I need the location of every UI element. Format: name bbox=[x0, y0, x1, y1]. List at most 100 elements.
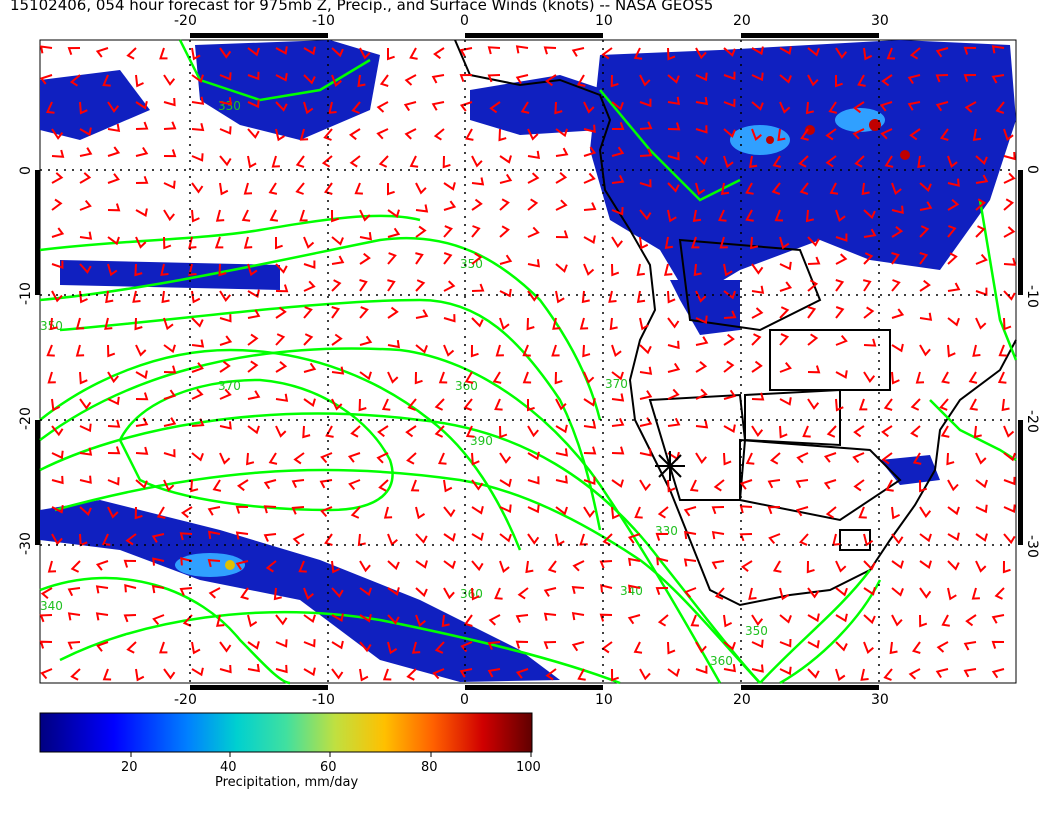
wind-barb bbox=[751, 263, 764, 275]
wind-barb bbox=[218, 263, 227, 277]
wind-barb bbox=[891, 533, 904, 545]
wind-barb bbox=[908, 668, 921, 680]
wind-barb bbox=[863, 533, 874, 547]
wind-barb bbox=[382, 668, 392, 681]
wind-barb bbox=[639, 317, 649, 331]
wind-barb bbox=[863, 338, 877, 347]
wind-barb bbox=[611, 417, 625, 427]
wind-barb bbox=[885, 479, 894, 492]
wind-barb bbox=[303, 362, 317, 373]
wind-barb bbox=[247, 99, 260, 109]
wind-barb bbox=[163, 74, 176, 86]
wind-barb bbox=[991, 668, 1005, 679]
wind-barb bbox=[751, 72, 764, 82]
wind-barb bbox=[303, 639, 316, 648]
wind-barb bbox=[515, 614, 529, 624]
wind-barb bbox=[807, 640, 820, 649]
wind-barb bbox=[751, 307, 764, 319]
wind-barb bbox=[247, 263, 258, 277]
wind-barb bbox=[779, 333, 790, 346]
wind-barb bbox=[667, 340, 680, 350]
wind-barb bbox=[527, 150, 541, 160]
wind-barb bbox=[639, 344, 652, 355]
wind-barb bbox=[975, 479, 988, 489]
wind-barb bbox=[975, 253, 988, 265]
wind-barb bbox=[883, 398, 893, 411]
wind-barb bbox=[465, 425, 475, 438]
wind-barb bbox=[471, 532, 484, 542]
wind-barb bbox=[611, 174, 625, 184]
wind-barb bbox=[443, 533, 456, 542]
wind-barb bbox=[975, 452, 987, 465]
wind-barb bbox=[434, 425, 445, 438]
wind-barb bbox=[125, 533, 137, 546]
wind-barb bbox=[751, 639, 764, 649]
wind-barb bbox=[381, 398, 391, 411]
wind-barb bbox=[387, 587, 400, 596]
wind-barb bbox=[1003, 476, 1016, 486]
wind-barb bbox=[303, 101, 314, 115]
wind-barb bbox=[331, 587, 344, 598]
wind-barb bbox=[191, 418, 205, 427]
wind-barb bbox=[387, 209, 400, 219]
wind-barb bbox=[891, 560, 904, 570]
wind-barb bbox=[275, 73, 288, 82]
wind-barb bbox=[975, 198, 987, 211]
wind-barb bbox=[107, 344, 116, 358]
wind-barb bbox=[554, 371, 563, 385]
wind-barb bbox=[947, 252, 958, 265]
wind-barb bbox=[107, 101, 120, 113]
wind-barb bbox=[745, 452, 755, 465]
contour-label: 390 bbox=[470, 434, 493, 448]
wind-barb bbox=[124, 583, 137, 593]
wind-barb bbox=[188, 236, 197, 249]
wind-barb bbox=[459, 47, 473, 57]
wind-barb bbox=[723, 663, 736, 673]
wind-barb bbox=[911, 641, 921, 654]
wind-barb bbox=[499, 560, 510, 574]
wind-barb bbox=[971, 587, 980, 600]
wind-barb bbox=[243, 236, 253, 249]
wind-barb bbox=[969, 398, 978, 411]
wind-barb bbox=[935, 47, 949, 58]
wind-barb bbox=[70, 560, 81, 573]
wind-barb bbox=[807, 613, 820, 623]
wind-barb bbox=[639, 236, 649, 250]
wind-barb bbox=[415, 279, 426, 292]
wind-barb bbox=[303, 46, 316, 56]
wind-barb bbox=[431, 74, 445, 84]
wind-barb bbox=[991, 614, 1005, 624]
wind-barb bbox=[299, 128, 309, 141]
wind-barb bbox=[889, 641, 898, 655]
wind-barb bbox=[51, 475, 64, 485]
wind-barb bbox=[51, 505, 64, 514]
wind-barb bbox=[919, 182, 932, 192]
wind-barb bbox=[404, 128, 417, 140]
wind-barb bbox=[863, 371, 876, 384]
wind-barb bbox=[465, 128, 474, 141]
wind-barb bbox=[664, 236, 674, 249]
wind-barb bbox=[331, 255, 345, 265]
wind-barb bbox=[275, 361, 288, 373]
wind-barb bbox=[79, 172, 92, 184]
wind-barb bbox=[891, 506, 901, 520]
wind-barb bbox=[633, 47, 643, 60]
wind-barb bbox=[880, 128, 893, 140]
wind-barb bbox=[135, 74, 144, 88]
lon-tick-bottom: 20 bbox=[733, 692, 751, 708]
wind-barb bbox=[163, 417, 177, 427]
wind-barb bbox=[247, 155, 257, 169]
wind-barb bbox=[359, 371, 372, 381]
wind-barb bbox=[555, 424, 568, 434]
wind-barb bbox=[275, 393, 289, 402]
wind-barb bbox=[495, 344, 504, 357]
wind-barb bbox=[863, 209, 876, 220]
wind-barb bbox=[152, 614, 165, 626]
colorbar-ticks bbox=[130, 752, 532, 757]
wind-barb bbox=[123, 614, 137, 623]
wind-barb bbox=[463, 398, 473, 411]
wind-barb bbox=[975, 225, 986, 238]
wind-barb bbox=[95, 585, 109, 594]
wind-barb bbox=[79, 101, 88, 115]
wind-barb bbox=[545, 668, 557, 681]
